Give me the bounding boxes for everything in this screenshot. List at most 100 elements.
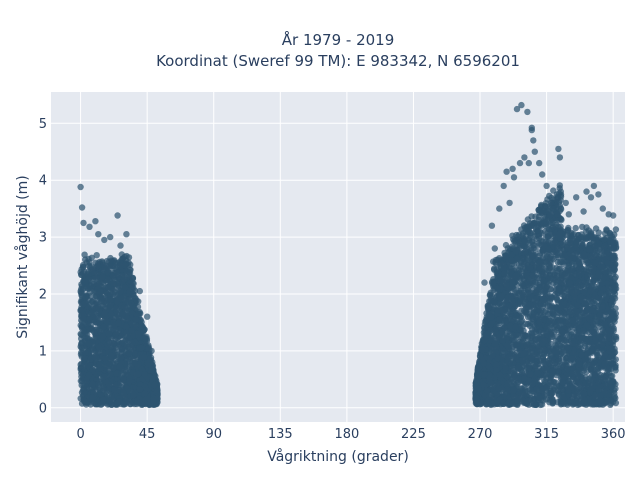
data-point (136, 386, 143, 393)
data-point (150, 397, 157, 404)
data-point (85, 262, 93, 269)
data-point (127, 400, 134, 408)
data-point (85, 371, 93, 378)
data-point (101, 309, 108, 317)
data-point (135, 330, 142, 338)
data-point (572, 224, 579, 232)
data-point (132, 316, 139, 323)
data-point (89, 394, 96, 401)
data-point (88, 309, 95, 317)
data-point (128, 340, 136, 347)
data-point (101, 373, 108, 380)
data-point (103, 257, 111, 265)
data-point (564, 226, 572, 234)
data-point (80, 300, 87, 308)
data-point (109, 290, 117, 298)
data-point (126, 378, 133, 385)
data-point (103, 264, 111, 271)
data-point (118, 295, 125, 302)
data-point (87, 401, 94, 408)
data-point (96, 361, 103, 368)
data-point (129, 369, 137, 376)
data-point (120, 276, 128, 283)
data-point (123, 329, 130, 336)
data-point (87, 326, 94, 333)
data-point (105, 330, 113, 337)
data-point (128, 320, 135, 327)
data-point (142, 335, 149, 342)
data-point (138, 319, 145, 326)
data-point (94, 381, 102, 388)
data-point (121, 284, 129, 291)
data-point (583, 368, 590, 376)
data-point (513, 331, 521, 338)
data-point (146, 355, 153, 363)
data-point (91, 353, 98, 361)
data-point (136, 399, 143, 407)
data-point (125, 350, 132, 357)
data-point (131, 359, 138, 367)
data-point (94, 262, 101, 269)
data-point (138, 344, 145, 352)
data-point (120, 376, 128, 383)
data-point (97, 401, 105, 408)
data-point (86, 315, 93, 323)
data-point (120, 400, 128, 408)
data-point (120, 389, 127, 396)
data-point (80, 315, 87, 322)
data-point (612, 226, 620, 233)
data-point (79, 293, 86, 300)
data-point (134, 370, 142, 378)
data-point (101, 355, 109, 362)
data-point (99, 386, 107, 393)
data-point (107, 302, 114, 309)
data-point (81, 355, 88, 362)
data-point (107, 371, 114, 378)
data-point (103, 317, 110, 325)
data-point (502, 241, 510, 249)
data-point (119, 311, 126, 318)
data-point (115, 398, 123, 405)
data-point (130, 391, 137, 399)
data-point (141, 354, 148, 361)
data-points (77, 101, 620, 409)
data-point (126, 302, 133, 309)
data-point (118, 370, 126, 377)
data-point (556, 182, 563, 189)
data-point (117, 354, 125, 361)
data-point (93, 252, 100, 259)
data-point (97, 288, 104, 295)
data-point (108, 311, 115, 318)
data-point (112, 305, 120, 312)
data-point (85, 340, 93, 347)
data-point (133, 297, 140, 304)
data-point (80, 397, 88, 404)
data-point (88, 254, 96, 261)
data-point (553, 333, 561, 340)
data-point (134, 303, 142, 311)
data-point (99, 333, 107, 340)
data-point (126, 288, 133, 295)
data-point (89, 380, 96, 387)
data-point (96, 346, 104, 353)
data-point (93, 293, 100, 301)
data-point (579, 223, 586, 231)
data-point (122, 262, 129, 269)
data-point (80, 385, 87, 392)
data-point (141, 371, 148, 378)
data-point (148, 365, 155, 372)
data-point (141, 390, 149, 397)
data-point (94, 299, 101, 306)
data-point (514, 233, 522, 240)
data-point (100, 396, 107, 404)
data-point (99, 274, 106, 281)
data-point (116, 262, 124, 270)
data-point (81, 251, 88, 258)
data-point (115, 319, 122, 327)
data-point (78, 339, 86, 346)
data-point (112, 326, 119, 333)
data-point (80, 268, 88, 275)
data-point (78, 309, 86, 316)
data-point (81, 361, 88, 368)
